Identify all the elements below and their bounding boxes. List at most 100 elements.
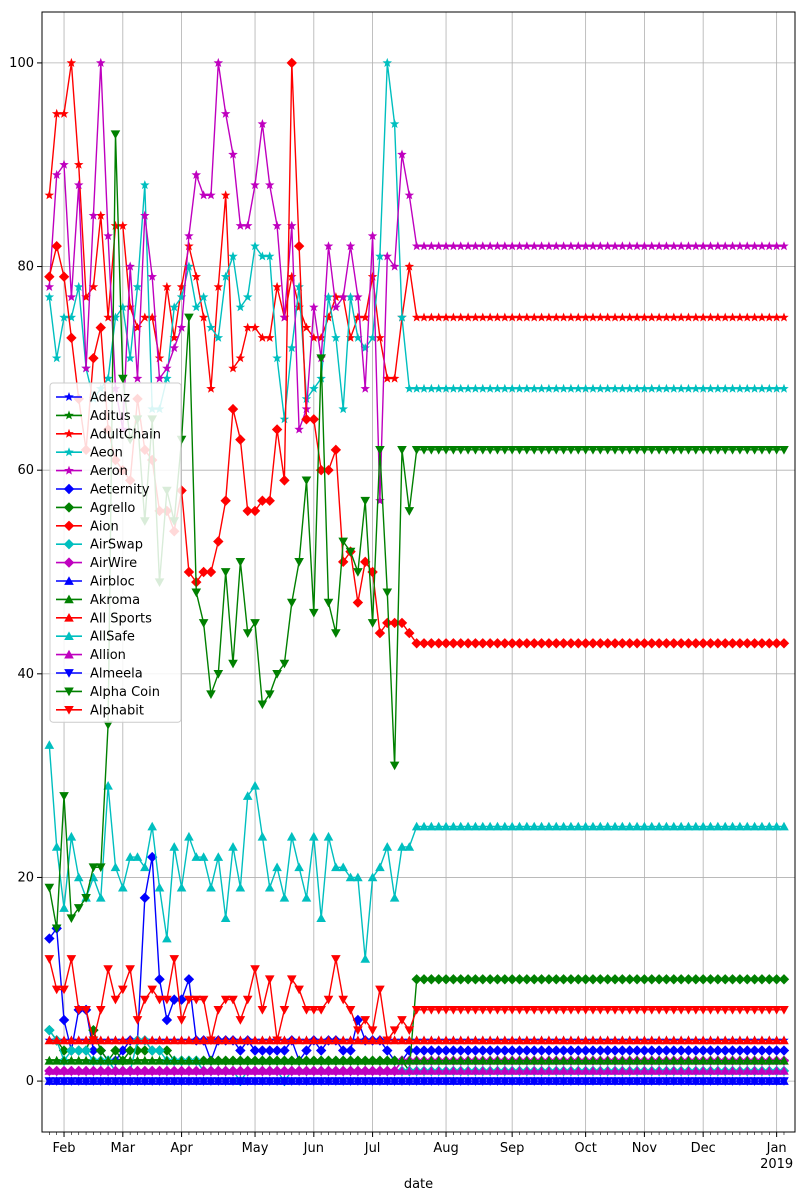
data-point [727,383,738,393]
data-point [323,598,334,608]
data-point [353,1026,363,1035]
data-point [573,1055,584,1065]
data-point [139,892,151,904]
data-point [169,1035,180,1045]
data-point [602,638,613,649]
data-point [646,1077,657,1086]
data-point [691,1005,701,1015]
data-point [661,821,672,831]
data-point [595,1077,606,1086]
data-point [397,1066,407,1075]
data-point [720,241,730,251]
data-point [66,57,77,67]
data-point [580,241,591,251]
data-point [477,1066,488,1075]
data-point [66,1045,77,1056]
data-point [536,383,547,393]
data-point [375,495,385,505]
data-point [727,241,738,251]
data-point [242,292,253,302]
data-point [448,821,459,831]
data-point [316,354,326,363]
data-point [264,1066,275,1075]
data-point [558,383,569,393]
data-point [544,445,554,455]
x-tick-label: Jan [766,1141,787,1156]
data-point [698,1035,708,1045]
data-point [735,1035,745,1045]
data-point [250,322,260,332]
data-point [492,1045,503,1056]
data-point [309,1005,319,1015]
data-point [360,1066,371,1075]
data-point [125,965,135,974]
data-point [51,240,62,252]
data-point [382,373,392,383]
data-point [602,1005,613,1015]
data-point [492,1005,503,1015]
data-point [609,638,621,649]
data-point [81,1055,91,1065]
data-point [456,312,466,322]
data-point [64,465,74,475]
data-point [338,1045,349,1056]
data-point [191,302,201,312]
data-point [404,261,415,271]
data-point [419,241,429,251]
data-point [573,383,583,393]
data-point [64,428,74,438]
data-point [507,241,517,251]
data-point [441,241,451,251]
data-point [257,251,268,261]
data-point [323,1055,334,1065]
data-point [66,292,77,302]
data-point [749,974,760,985]
data-point [631,1045,643,1056]
data-point [566,445,576,455]
data-point [757,1055,767,1065]
data-point [64,613,74,622]
data-point [220,913,231,923]
data-point [691,1077,701,1086]
data-point [565,638,577,649]
data-point [257,495,268,506]
data-point [235,302,246,312]
data-point [103,965,113,974]
data-point [404,190,415,200]
data-point [566,1066,576,1075]
data-point [132,852,143,861]
data-point [309,302,319,312]
data-point [610,1035,620,1045]
data-point [669,383,679,393]
data-point [742,241,752,251]
data-point [73,1066,84,1075]
data-point [279,1035,290,1045]
data-point [162,1055,172,1065]
data-point [301,1035,312,1045]
data-point [492,638,503,649]
data-point [404,1077,415,1086]
data-point [265,332,275,342]
data-point [558,241,569,251]
data-point [506,974,518,985]
data-point [683,1055,694,1065]
data-point [713,241,723,251]
data-point [367,1066,378,1075]
data-point [647,312,657,322]
data-point [477,445,488,455]
data-point [477,821,488,831]
data-point [66,1066,77,1075]
data-point [521,974,533,985]
y-tick-label: 40 [17,667,34,682]
data-point [227,403,239,415]
data-point [110,130,121,139]
data-point [544,383,554,393]
data-point [198,312,209,322]
data-point [213,1055,224,1065]
data-point [184,313,194,323]
data-point [59,108,69,118]
data-point [580,1045,591,1056]
data-point [184,831,194,841]
data-point [602,1045,613,1056]
data-point [103,312,113,322]
